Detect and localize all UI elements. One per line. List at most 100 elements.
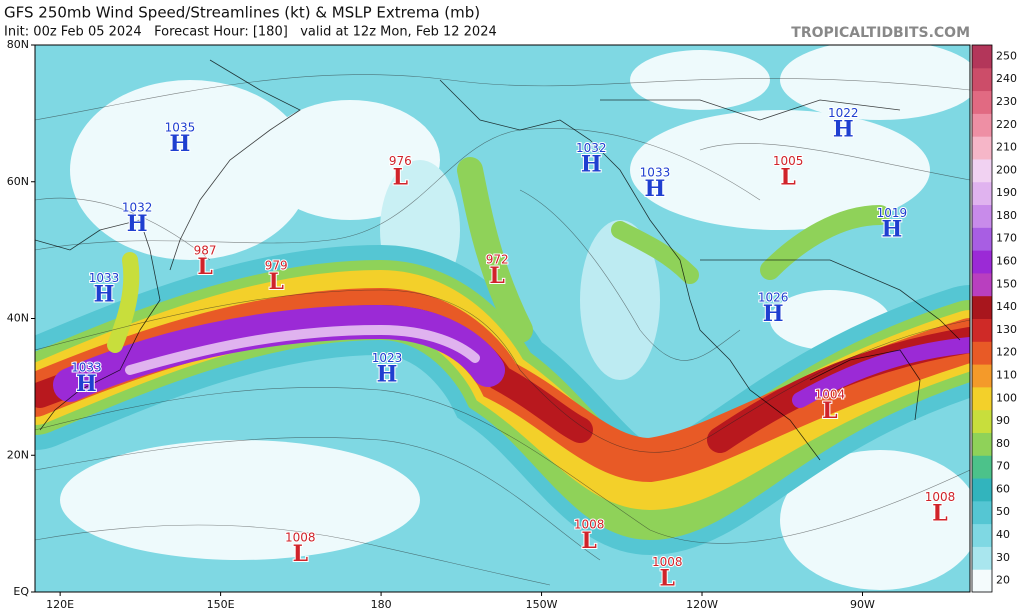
high-center: H bbox=[94, 281, 115, 307]
low-center: L bbox=[780, 164, 795, 190]
high-center: H bbox=[377, 361, 398, 387]
pressure-value: 987 bbox=[194, 243, 217, 257]
colorbar-label: 250 bbox=[996, 49, 1017, 62]
colorbar-swatch bbox=[972, 500, 992, 525]
colorbar-swatch bbox=[972, 546, 992, 570]
low-center: L bbox=[660, 566, 675, 592]
colorbar-swatch bbox=[972, 67, 992, 92]
pressure-value: 1019 bbox=[877, 206, 908, 220]
lon-label: 150E bbox=[207, 598, 235, 611]
colorbar-label: 210 bbox=[996, 141, 1017, 154]
high-center: H bbox=[645, 176, 666, 202]
pressure-value: 1008 bbox=[652, 555, 683, 569]
lon-label: 120W bbox=[686, 598, 718, 611]
colorbar-swatch bbox=[972, 523, 992, 547]
pressure-value: 1005 bbox=[773, 154, 804, 168]
pressure-value: 1008 bbox=[285, 531, 316, 545]
lat-label: 20N bbox=[7, 448, 29, 461]
colorbar-label: 20 bbox=[996, 574, 1010, 587]
subtitle: Init: 00z Feb 05 2024 Forecast Hour: [18… bbox=[4, 25, 497, 40]
colorbar-label: 200 bbox=[996, 163, 1017, 176]
colorbar-label: 240 bbox=[996, 72, 1017, 85]
colorbar-swatch bbox=[972, 158, 992, 183]
title: GFS 250mb Wind Speed/Streamlines (kt) & … bbox=[4, 4, 480, 22]
high-center: H bbox=[127, 211, 148, 237]
colorbar-swatch bbox=[972, 45, 992, 69]
pressure-value: 1033 bbox=[89, 271, 120, 285]
colorbar-swatch bbox=[972, 136, 992, 160]
colorbar-swatch bbox=[972, 569, 992, 593]
high-center: H bbox=[581, 151, 602, 177]
high-center: H bbox=[763, 301, 784, 327]
colorbar-label: 150 bbox=[996, 277, 1017, 290]
colorbar-label: 40 bbox=[996, 528, 1010, 541]
colorbar-label: 60 bbox=[996, 482, 1010, 495]
colorbar-label: 220 bbox=[996, 118, 1017, 131]
pressure-value: 1008 bbox=[574, 518, 605, 532]
colorbar-label: 180 bbox=[996, 209, 1017, 222]
colorbar-swatch bbox=[972, 318, 992, 342]
pressure-value: 1033 bbox=[71, 360, 102, 374]
colorbar-label: 110 bbox=[996, 368, 1017, 381]
colorbar-swatch bbox=[972, 204, 992, 228]
pressure-value: 1035 bbox=[165, 120, 196, 134]
colorbar-label: 230 bbox=[996, 95, 1017, 108]
colorbar-frame bbox=[971, 44, 993, 593]
low-center: L bbox=[932, 501, 947, 527]
low-center: L bbox=[269, 269, 284, 295]
lon-label: 120E bbox=[46, 598, 74, 611]
pressure-value: 1022 bbox=[828, 106, 859, 120]
lon-label: 150W bbox=[526, 598, 558, 611]
colorbar-swatch bbox=[972, 455, 992, 479]
colorbar-swatch bbox=[972, 227, 992, 251]
pressure-value: 1033 bbox=[640, 165, 671, 179]
colorbar-label: 50 bbox=[996, 505, 1010, 518]
high-center: H bbox=[882, 216, 903, 242]
colorbar-swatch bbox=[972, 364, 992, 388]
colorbar-label: 90 bbox=[996, 414, 1010, 427]
lat-label: 60N bbox=[7, 175, 29, 188]
lat-label: 40N bbox=[7, 312, 29, 325]
low-center: L bbox=[393, 164, 408, 190]
low-center: L bbox=[822, 398, 837, 424]
colorbar-label: 80 bbox=[996, 437, 1010, 450]
colorbar-swatch bbox=[972, 432, 992, 456]
pressure-value: 1032 bbox=[576, 141, 607, 155]
pressure-value: 1008 bbox=[925, 490, 956, 504]
watermark: TROPICALTIDBITS.COM bbox=[791, 25, 970, 41]
low-center: L bbox=[581, 528, 596, 554]
lon-label: 180 bbox=[371, 598, 392, 611]
colorbar-label: 100 bbox=[996, 391, 1017, 404]
colorbar-label: 190 bbox=[996, 186, 1017, 199]
colorbar-swatch bbox=[972, 295, 992, 319]
lat-label: 80N bbox=[7, 38, 29, 51]
pressure-value: 976 bbox=[389, 154, 412, 168]
colorbar-swatch bbox=[972, 90, 992, 114]
colorbar-label: 120 bbox=[996, 346, 1017, 359]
colorbar-label: 140 bbox=[996, 300, 1017, 313]
high-center: H bbox=[833, 116, 854, 142]
lon-label: 90W bbox=[850, 598, 875, 611]
colorbar-swatch bbox=[972, 272, 992, 297]
low-center: L bbox=[293, 541, 308, 567]
colorbar-swatch bbox=[972, 386, 992, 411]
basemap bbox=[35, 45, 970, 592]
high-center: H bbox=[76, 371, 97, 397]
pressure-value: 1023 bbox=[372, 351, 403, 365]
pressure-value: 1004 bbox=[815, 388, 846, 402]
colorbar-swatch bbox=[972, 181, 992, 206]
colorbar-swatch bbox=[972, 478, 992, 502]
colorbar-swatch bbox=[972, 409, 992, 433]
low-center: L bbox=[197, 254, 212, 280]
colorbar-label: 170 bbox=[996, 232, 1017, 245]
colorbar-label: 160 bbox=[996, 255, 1017, 268]
colorbar-swatch bbox=[972, 250, 992, 274]
colorbar-swatch bbox=[972, 113, 992, 137]
colorbar-label: 30 bbox=[996, 551, 1010, 564]
pressure-value: 972 bbox=[486, 252, 509, 266]
colorbar-label: 70 bbox=[996, 460, 1010, 473]
colorbar-label: 130 bbox=[996, 323, 1017, 336]
pressure-value: 979 bbox=[265, 258, 288, 272]
high-center: H bbox=[170, 131, 191, 157]
